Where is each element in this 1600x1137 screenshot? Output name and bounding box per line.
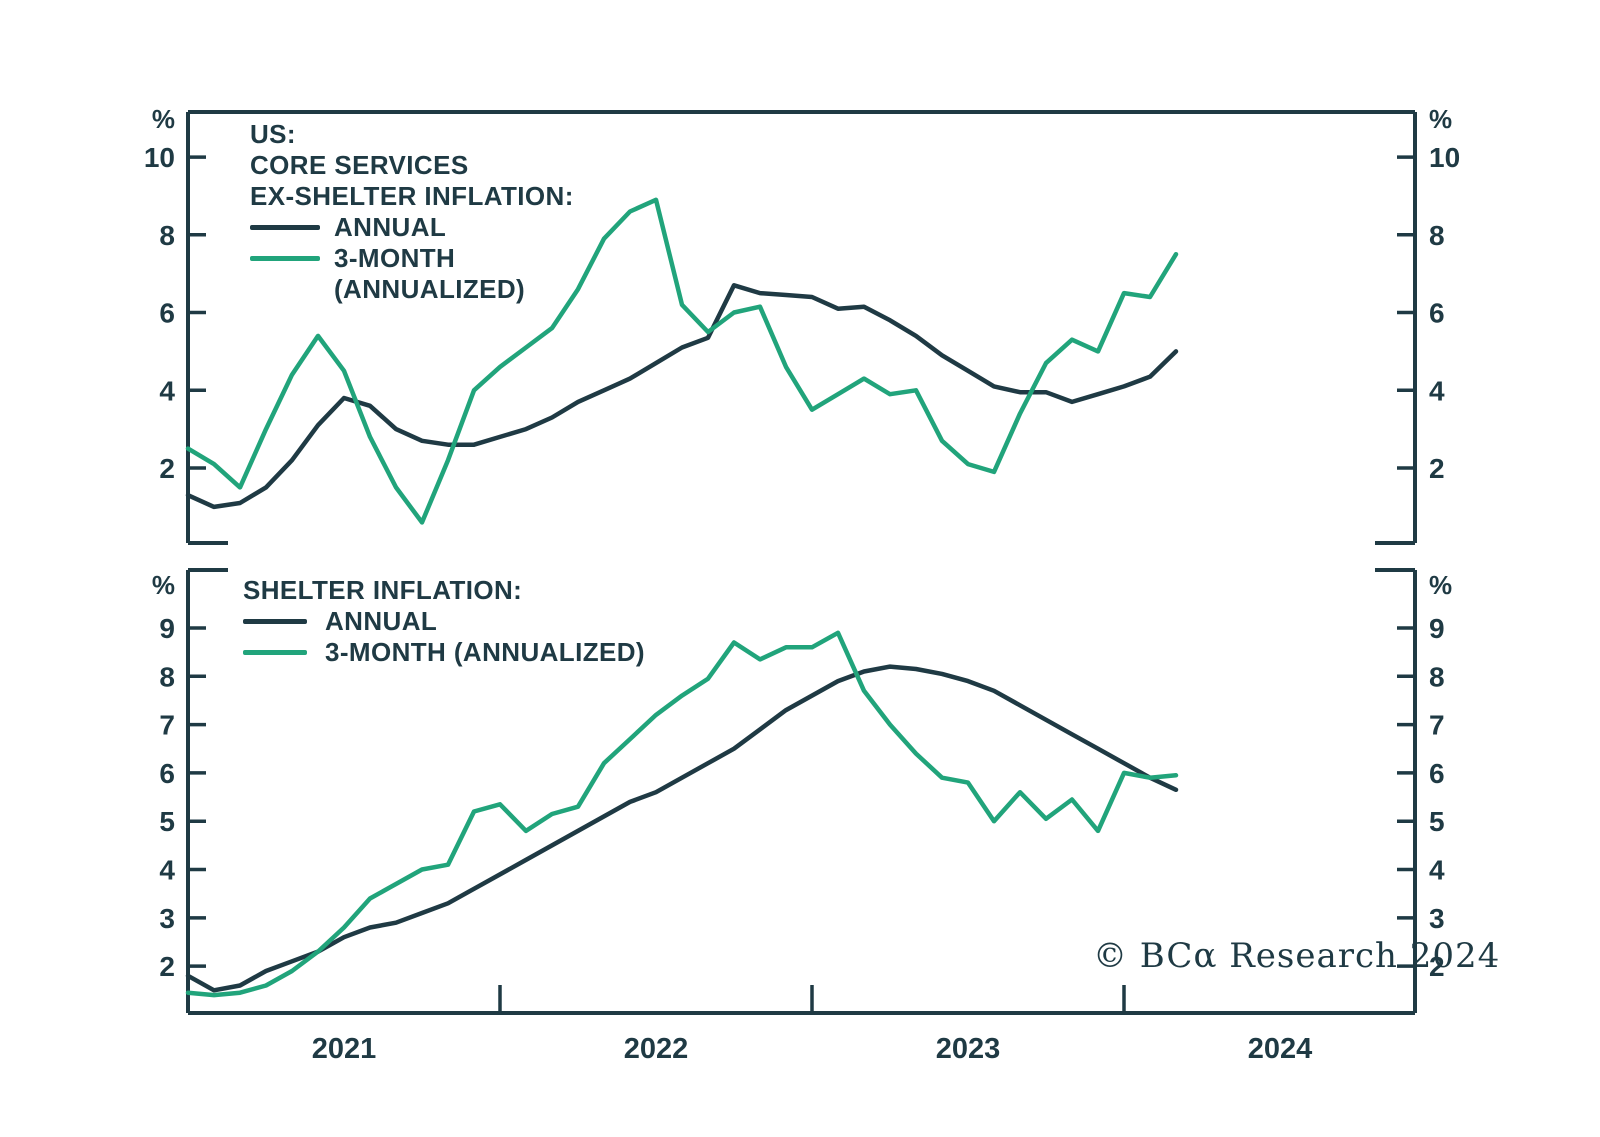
y-tick-label-left: 9 (159, 613, 175, 644)
x-tick-label-year: 2022 (624, 1033, 689, 1065)
x-tick-label-year: 2023 (936, 1033, 1001, 1065)
y-axis-unit-left: % (152, 104, 175, 134)
legend-entry-three-month: 3-MONTH (ANNUALIZED) (243, 637, 645, 668)
y-tick-label-left: 10 (144, 142, 175, 173)
y-tick-label-right: 6 (1429, 758, 1445, 789)
y-tick-label-right: 9 (1429, 613, 1445, 644)
y-tick-label-right: 8 (1429, 661, 1445, 692)
y-tick-label-right: 8 (1429, 220, 1445, 251)
top-panel-title-line: CORE SERVICES (250, 150, 469, 180)
y-tick-label-left: 4 (159, 375, 175, 406)
y-tick-label-right: 5 (1429, 806, 1445, 837)
x-tick-label-year: 2021 (312, 1033, 377, 1065)
y-tick-label-right: 2 (1429, 951, 1445, 982)
y-tick-label-left: 8 (159, 661, 175, 692)
y-tick-label-right: 6 (1429, 298, 1445, 329)
y-tick-label-right: 10 (1429, 142, 1460, 173)
legend-label: ANNUAL (334, 212, 447, 242)
top-panel-title-line: EX-SHELTER INFLATION: (250, 181, 574, 211)
annual-line-swatch (243, 619, 307, 624)
legend-label: 3-MONTH (334, 243, 456, 273)
top-panel: 2 2 4 4 6 6 8 8 10 10%% (144, 104, 1460, 545)
y-tick-label-left: 7 (159, 710, 175, 741)
y-tick-label-right: 4 (1429, 375, 1445, 406)
legend-entry-three-month-cont: (ANNUALIZED) (334, 274, 574, 305)
y-tick-label-right: 7 (1429, 710, 1445, 741)
legend-label: ANNUAL (325, 606, 438, 636)
y-tick-label-right: 2 (1429, 453, 1445, 484)
y-tick-label-left: 3 (159, 903, 175, 934)
y-tick-label-left: 2 (159, 951, 175, 982)
legend-entry-annual: ANNUAL (243, 606, 645, 637)
bottom-three-month-series-line (185, 630, 1179, 998)
top-three-month-series-line (185, 197, 1179, 525)
legend-entry-annual: ANNUAL (250, 212, 574, 243)
y-axis-unit-left: % (152, 570, 175, 600)
y-tick-label-left: 2 (159, 453, 175, 484)
top-panel-legend: US: CORE SERVICES EX-SHELTER INFLATION: … (250, 119, 574, 305)
bottom-panel-legend: SHELTER INFLATION: ANNUAL 3-MONTH (ANNUA… (243, 575, 645, 668)
y-tick-label-left: 4 (159, 855, 175, 886)
y-tick-label-right: 4 (1429, 855, 1445, 886)
legend-label: (ANNUALIZED) (334, 274, 526, 304)
y-axis-unit-right: % (1429, 104, 1452, 134)
y-tick-label-left: 6 (159, 758, 175, 789)
bottom-panel: 2021 2022 2023 2024 2 2 3 3 4 4 5 5 6 6 7 7 8 8 9 9%% (152, 568, 1452, 1065)
legend-entry-three-month: 3-MONTH (250, 243, 574, 274)
bottom-annual-series-line (185, 664, 1179, 993)
y-tick-label-left: 5 (159, 806, 175, 837)
copyright-watermark: © BCα Research 2024 (1093, 936, 1501, 976)
y-tick-label-left: 6 (159, 298, 175, 329)
x-tick-label-year: 2024 (1248, 1033, 1313, 1065)
three-month-line-swatch (243, 650, 307, 655)
legend-label: 3-MONTH (ANNUALIZED) (325, 637, 645, 667)
annual-line-swatch (250, 225, 320, 230)
y-tick-label-right: 3 (1429, 903, 1445, 934)
top-panel-title-line: US: (250, 119, 296, 149)
three-month-line-swatch (250, 256, 320, 261)
y-axis-unit-right: % (1429, 570, 1452, 600)
y-tick-label-left: 8 (159, 220, 175, 251)
bottom-panel-title-line: SHELTER INFLATION: (243, 575, 523, 605)
top-annual-series-line (185, 283, 1179, 510)
